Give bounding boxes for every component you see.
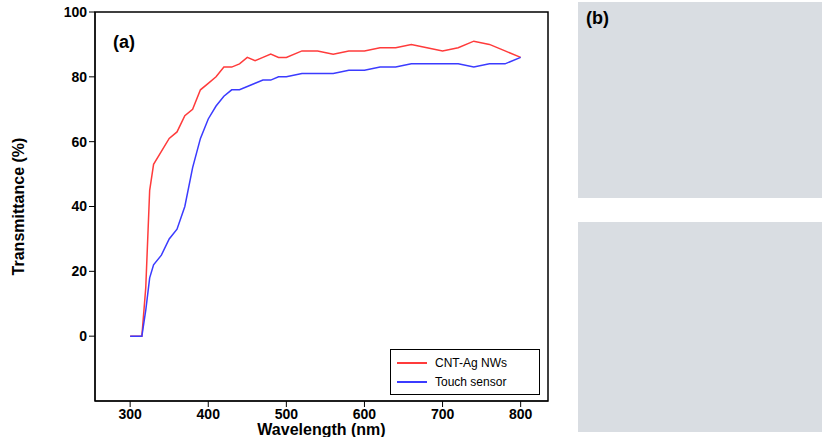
svg-text:600: 600	[353, 406, 377, 422]
svg-text:400: 400	[197, 406, 221, 422]
svg-text:40: 40	[71, 198, 87, 214]
html-text:CNT-Ag NWs: CNT-Ag NWs	[435, 355, 507, 370]
svg-text:Wavelength (nm): Wavelength (nm)	[257, 421, 385, 437]
html-text:(a): (a)	[113, 32, 135, 52]
svg-text:60: 60	[71, 134, 87, 150]
svg-text:100: 100	[64, 4, 88, 20]
svg-text:300: 300	[118, 406, 142, 422]
svg-text:500: 500	[275, 406, 299, 422]
html-text:(b): (b)	[586, 8, 609, 28]
svg-text:800: 800	[509, 406, 533, 422]
svg-text:20: 20	[71, 263, 87, 279]
html-text:Touch sensor: Touch sensor	[435, 374, 507, 389]
svg-text:Transmittance (%): Transmittance (%)	[10, 138, 27, 276]
svg-text:700: 700	[431, 406, 455, 422]
svg-text:80: 80	[71, 69, 87, 85]
svg-text:0: 0	[79, 328, 87, 344]
